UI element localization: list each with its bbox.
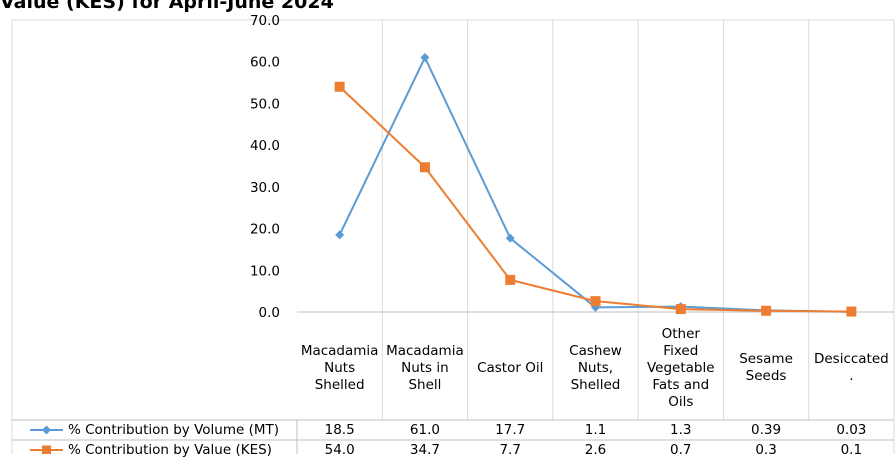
data-table-cell: 7.7 (499, 442, 521, 458)
chart-title: Value (KES) for April-June 2024 (0, 0, 334, 13)
data-table-cell: 0.7 (670, 442, 692, 458)
data-point (505, 233, 515, 243)
data-table-cell: 0.1 (840, 442, 863, 458)
y-tick-label: 0.0 (259, 305, 280, 321)
y-tick-label: 50.0 (250, 96, 280, 112)
data-table-cell: 0.39 (751, 422, 782, 438)
x-tick-label: Castor Oil (477, 359, 544, 376)
x-tick-label: Sesame Seeds (739, 351, 793, 384)
y-tick-label: 60.0 (250, 55, 280, 71)
data-point (505, 274, 516, 285)
x-tick-label: Macadamia Nuts in Shell (386, 342, 464, 393)
y-tick-label: 20.0 (250, 222, 280, 238)
data-table-cell: 18.5 (324, 422, 355, 438)
legend-label: % Contribution by Volume (MT) (68, 422, 280, 438)
x-tick-label: Other Fixed Vegetable Fats and Oils (647, 325, 715, 410)
data-table-cell: 1.3 (670, 422, 692, 438)
data-point (846, 306, 857, 317)
data-point (675, 304, 686, 315)
data-point (42, 445, 51, 454)
series-line (338, 86, 852, 313)
legend-label: % Contribution by Value (KES) (68, 442, 272, 458)
y-tick-label: 40.0 (250, 138, 280, 154)
data-table-cell: 61.0 (409, 422, 440, 438)
data-table-cell: 54.0 (324, 442, 355, 458)
data-table-cell: 34.7 (409, 442, 440, 458)
data-table-cell: 1.1 (584, 422, 607, 438)
data-point (761, 305, 772, 316)
data-point (419, 162, 430, 173)
y-tick-label: 70.0 (250, 13, 280, 29)
data-point (590, 296, 601, 307)
x-tick-label: Cashew Nuts, Shelled (569, 342, 622, 393)
data-point (420, 53, 430, 63)
data-point (42, 425, 51, 435)
y-tick-label: 30.0 (250, 180, 280, 196)
data-table-cell: 2.6 (584, 442, 607, 458)
x-tick-label: Desiccated . (813, 351, 889, 384)
series-line (338, 56, 852, 313)
x-tick-label: Macadamia Nuts Shelled (300, 342, 379, 393)
data-table-cell: 17.7 (495, 422, 526, 438)
data-table-cell: 0.03 (836, 422, 867, 438)
data-point (335, 230, 345, 240)
data-point (334, 81, 345, 92)
data-table-cell: 0.3 (755, 442, 777, 458)
y-tick-label: 10.0 (250, 263, 280, 279)
